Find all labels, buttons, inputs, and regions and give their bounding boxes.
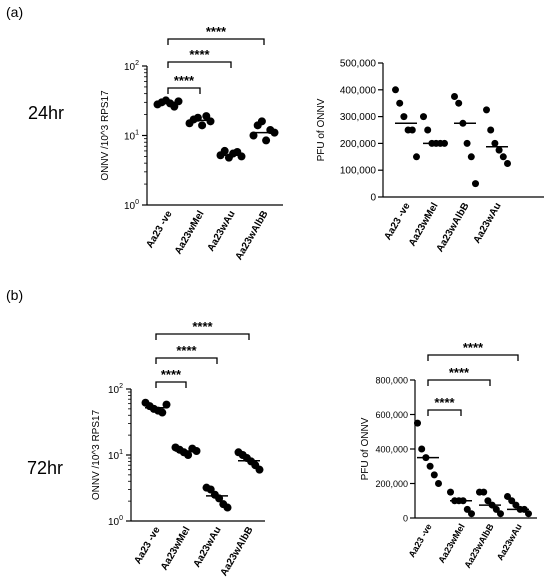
b_left-x-category-label: Aa23wMel — [159, 525, 193, 573]
b_right-y-tick-label: 400,000 — [375, 445, 408, 455]
a_right-data-point — [468, 153, 475, 160]
b_right-significance-bracket — [428, 410, 461, 416]
b_left-y-tick-label: 102 — [108, 383, 123, 396]
b_left-y-tick-label: 100 — [108, 515, 123, 528]
a_left-y-axis-label: ONNV /10^3 RPS17 — [100, 90, 111, 181]
a_left-y-tick-label: 101 — [124, 130, 139, 143]
a_right-x-category-label: Aa23 -ve — [383, 201, 413, 243]
b_right-data-point — [414, 420, 421, 427]
a_right-x-category-label: Aa23wMel — [407, 201, 441, 249]
a_left-significance-label: **** — [206, 24, 227, 39]
b_left-significance-bracket — [156, 358, 217, 364]
b_right-data-point — [435, 480, 442, 487]
b_right-significance-label: **** — [463, 340, 484, 355]
a_right-data-point — [500, 153, 507, 160]
a_left-significance-label: **** — [174, 73, 195, 88]
a_right-data-point — [392, 86, 399, 93]
b_right-significance-label: **** — [449, 365, 470, 380]
b_left-data-point — [256, 466, 264, 474]
a_right-data-point — [464, 140, 471, 147]
a_right-data-point — [496, 147, 503, 154]
a_left-x-category-label: Aa23 -ve — [145, 209, 175, 251]
a_right-y-tick-label: 300,000 — [340, 112, 377, 123]
a_right-y-tick-label: 100,000 — [340, 166, 377, 177]
b_right-data-point — [480, 489, 487, 496]
a_left-data-point — [262, 136, 270, 144]
a_right-y-axis-label: PFU of ONNV — [316, 98, 327, 161]
a_left-x-category-label: Aa23wAu — [206, 209, 238, 253]
a_right-x-category-label: Aa23wAu — [472, 201, 504, 245]
b_right-y-tick-label: 600,000 — [375, 410, 408, 420]
a_left-x-category-label: Aa23wAlbB — [234, 209, 271, 262]
a_right-data-point — [472, 180, 479, 187]
b_right-x-category-label: Aa23 -ve — [407, 522, 434, 559]
a_left-significance-bracket — [168, 88, 200, 94]
b_left-significance-label: **** — [176, 343, 197, 358]
a_left-significance-bracket — [168, 39, 264, 45]
b_right-y-tick-label: 0 — [403, 514, 408, 524]
b_left-significance-bracket — [156, 382, 186, 388]
a_right-data-point — [455, 100, 462, 107]
b_left-significance-bracket — [156, 334, 249, 340]
b_right-significance-bracket — [428, 380, 490, 386]
a_right-y-tick-label: 200,000 — [340, 139, 377, 150]
a_left-significance-bracket — [168, 62, 231, 68]
b_left-x-category-label: Aa23wAlbB — [219, 525, 256, 578]
b_right-data-point — [447, 489, 454, 496]
a_left-data-point — [175, 97, 183, 105]
a_right-data-point — [400, 113, 407, 120]
b_left-significance-label: **** — [161, 367, 182, 382]
b_left-y-axis-label: ONNV /10^3 RPS17 — [91, 409, 102, 500]
a_right-data-point — [504, 160, 511, 167]
a_right-data-point — [420, 113, 427, 120]
b_right-data-point — [418, 446, 425, 453]
a_right-data-point — [491, 140, 498, 147]
a_left-data-point — [207, 117, 215, 125]
a_right-data-point — [413, 153, 420, 160]
b_right-x-category-label: Aa23wAlbB — [462, 522, 496, 570]
a_left-significance-label: **** — [189, 47, 210, 62]
b_right-significance-bracket — [428, 355, 518, 361]
b_right-data-point — [427, 463, 434, 470]
a_right-x-category-label: Aa23wAlbB — [435, 201, 472, 254]
b_right-data-point — [497, 510, 504, 517]
b_left-x-category-label: Aa23 -ve — [133, 525, 163, 567]
a_left-data-point — [221, 147, 229, 155]
b_right-y-tick-label: 200,000 — [375, 479, 408, 489]
b_left-significance-label: **** — [192, 319, 213, 334]
a_left-x-category-label: Aa23wMel — [173, 209, 207, 257]
a_right-data-point — [424, 127, 431, 134]
b_left-data-point — [158, 409, 166, 417]
a_right-y-tick-label: 400,000 — [340, 85, 377, 96]
b_right-x-category-label: Aa23wAu — [495, 522, 524, 562]
a_right-data-point — [451, 93, 458, 100]
b_right-data-point — [525, 510, 532, 517]
b_right-significance-label: **** — [434, 395, 455, 410]
b_right-data-point — [431, 471, 438, 478]
a_left-data-point — [198, 121, 206, 129]
b_right-x-category-label: Aa23wMel — [436, 522, 466, 565]
b_left-data-point — [224, 504, 232, 512]
a_left-y-tick-label: 100 — [124, 199, 139, 212]
a_right-data-point — [487, 127, 494, 134]
a_left-data-point — [238, 152, 246, 160]
b_right-data-point — [468, 510, 475, 517]
b_right-y-tick-label: 800,000 — [375, 376, 408, 386]
a_right-data-point — [396, 100, 403, 107]
a_right-y-tick-label: 500,000 — [340, 59, 377, 70]
b_right-y-axis-label: PFU of ONNV — [360, 417, 371, 480]
a_right-data-point — [483, 106, 490, 113]
a_left-y-tick-label: 102 — [124, 60, 139, 73]
a_right-y-tick-label: 0 — [370, 193, 376, 204]
b_left-y-tick-label: 101 — [108, 449, 123, 462]
b_left-x-category-label: Aa23wAu — [192, 525, 224, 569]
a_right-data-point — [409, 127, 416, 134]
a_left-data-point — [258, 117, 266, 125]
